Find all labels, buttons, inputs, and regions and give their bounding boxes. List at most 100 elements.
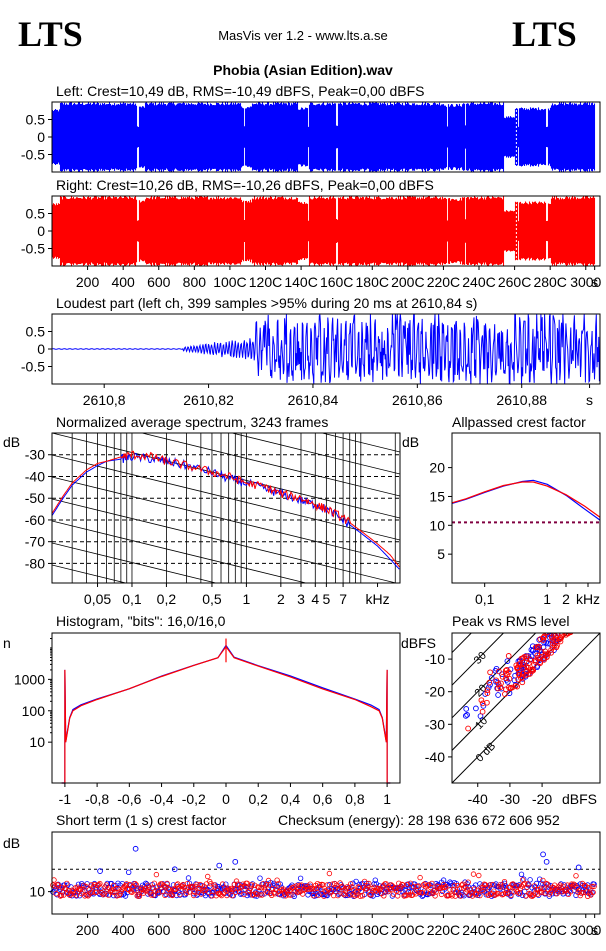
left-waveform-title: Left: Crest=10,49 dB, RMS=-10,49 dBFS, P… xyxy=(56,83,424,99)
pvr-point xyxy=(514,683,521,690)
spectrum-ytick-label: -30 xyxy=(25,447,45,463)
pvr-point xyxy=(519,679,526,686)
short-term-point xyxy=(368,892,374,898)
short-term-point xyxy=(259,892,265,898)
histogram-xtick-label: -0,4 xyxy=(149,791,173,807)
short-term-point xyxy=(227,887,233,893)
pvr-point xyxy=(576,627,581,632)
pvr-point xyxy=(473,705,479,712)
histogram-xtick-label: 0,2 xyxy=(248,791,268,807)
short-term-point xyxy=(150,892,156,898)
short-term-outlier xyxy=(216,862,223,869)
file-name: Phobia (Asian Edition).wav xyxy=(213,62,393,78)
short-term-point xyxy=(277,881,283,887)
pvr-point xyxy=(544,633,551,636)
short-term-point xyxy=(516,890,523,896)
pvr-point xyxy=(542,651,549,658)
right-xtick-label: 220C xyxy=(427,274,460,290)
pvr-point xyxy=(576,627,581,632)
pvr-point xyxy=(561,633,566,634)
loudest-xtick-label: 2610,82 xyxy=(183,392,234,408)
short-term-point xyxy=(146,884,152,891)
short-term-xtick-label: 180C xyxy=(356,922,389,938)
spectrum-slope xyxy=(140,433,400,497)
short-term-xtick-label: 280C xyxy=(533,922,566,938)
short-term-point xyxy=(372,877,378,883)
short-term-point xyxy=(284,887,290,893)
crest-xtick-label: 2 xyxy=(562,591,570,607)
crest-ytick-label: 10 xyxy=(429,517,445,533)
short-term-point xyxy=(306,886,312,892)
pvr-point xyxy=(572,627,577,632)
short-term-outlier xyxy=(575,864,582,871)
right-xtick-label: 180C xyxy=(356,274,389,290)
short-term-point xyxy=(165,886,171,892)
pvr-point xyxy=(569,627,574,632)
pvr-diagonal-label: 40 xyxy=(471,617,488,634)
histogram-xtick-label: 0 xyxy=(222,791,230,807)
spectrum-slope xyxy=(52,476,400,563)
short-term-point xyxy=(132,881,138,887)
short-term-point xyxy=(529,893,535,899)
short-term-point xyxy=(464,887,470,893)
left-ytick-label: 0.5 xyxy=(26,112,46,128)
pvr-point xyxy=(487,669,493,676)
pvr-point xyxy=(477,713,484,719)
short-term-point xyxy=(189,884,196,890)
pvr-point xyxy=(521,654,528,660)
spectrum-slope xyxy=(230,433,400,475)
pvr-point xyxy=(544,651,551,657)
pvr-point xyxy=(504,658,511,664)
pvr-point xyxy=(513,662,520,669)
right-ytick-label: 0.5 xyxy=(26,206,46,222)
pvr-xlabel: dBFS xyxy=(562,791,597,807)
short-term-point xyxy=(297,875,304,881)
histogram-xtick-label: -0,8 xyxy=(85,791,109,807)
short-term-point xyxy=(401,893,407,899)
pvr-point xyxy=(549,637,556,644)
short-term-point xyxy=(162,892,168,899)
pvr-diagonal xyxy=(452,633,537,719)
pvr-diagonal-label: 30 xyxy=(472,650,489,667)
short-term-point xyxy=(347,892,353,898)
short-term-point xyxy=(364,886,370,892)
spectrum-ytick-label: -50 xyxy=(25,490,45,506)
pvr-point xyxy=(537,636,544,642)
crest-xtick-label: 0,1 xyxy=(475,591,495,607)
pvr-point xyxy=(484,687,491,694)
short-term-point xyxy=(370,888,376,894)
pvr-point xyxy=(573,627,578,632)
short-term-point xyxy=(371,881,377,887)
spectrum-ylabel: dB xyxy=(3,434,20,450)
short-term-point xyxy=(567,889,574,895)
pvr-point xyxy=(577,627,582,632)
histogram-ytick-label: 100 xyxy=(22,703,46,719)
short-term-xtick-label: s xyxy=(591,922,598,938)
short-term-point xyxy=(502,890,509,896)
short-term-point xyxy=(248,882,255,888)
spectrum-xtick-label: 0,05 xyxy=(84,591,111,607)
histogram-xtick-label: -0,6 xyxy=(117,791,141,807)
spectrum-xtick-label: 0,1 xyxy=(122,591,142,607)
pvr-point xyxy=(570,627,575,632)
short-term-point xyxy=(310,892,317,899)
loudest-xtick-label: s xyxy=(586,392,593,408)
loudest-xtick-label: 2610,8 xyxy=(83,392,126,408)
right-xtick-label: 120C xyxy=(249,274,282,290)
short-term-point xyxy=(233,878,240,884)
short-term-point xyxy=(80,889,86,895)
loudest-part-panel: 0.50 -0.5 2610,8 2610,82 2610,84 2610,86 2610,… xyxy=(21,313,601,408)
short-term-panel: dB 10 200 400 600 800 100C 120C 140C 160C 180C 200C… xyxy=(3,831,602,938)
pvr-point xyxy=(570,627,575,632)
short-term-point xyxy=(254,891,260,897)
short-term-point xyxy=(590,889,596,895)
short-term-point xyxy=(438,891,445,898)
short-term-point xyxy=(61,885,68,891)
spectrum-slope xyxy=(52,454,400,541)
pvr-point xyxy=(574,627,579,632)
short-term-point xyxy=(200,888,207,894)
short-term-point xyxy=(586,884,592,891)
pvr-point xyxy=(462,713,469,719)
short-term-point xyxy=(326,870,333,877)
short-term-point xyxy=(353,889,359,895)
